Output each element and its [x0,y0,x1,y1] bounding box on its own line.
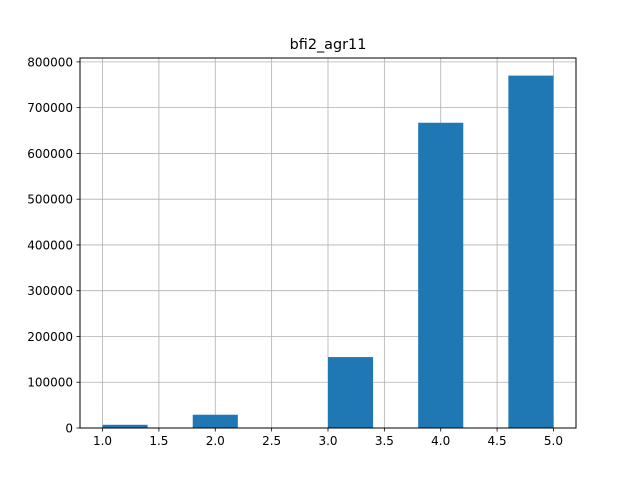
histogram-bar [418,122,464,428]
y-tick-label: 600000 [27,147,73,161]
y-tick-label: 200000 [27,330,73,344]
bars [102,75,554,428]
x-tick-label: 1.5 [149,434,168,448]
chart-title: bfi2_agr11 [290,37,367,53]
y-tick-label: 400000 [27,238,73,252]
axis-ticks: 1.0 1.5 2.0 2.5 3.0 3.5 4.0 4.5 5.0 0 100000 200000… [27,55,563,448]
histogram-bar [508,75,554,428]
x-tick-label: 5.0 [544,434,563,448]
y-tick-label: 700000 [27,101,73,115]
x-tick-label: 2.0 [206,434,225,448]
histogram-bar [192,414,238,428]
y-tick-label: 500000 [27,193,73,207]
y-tick-label: 800000 [27,55,73,69]
y-tick-label: 0 [65,422,73,436]
x-tick-label: 4.5 [488,434,507,448]
plot-frame [79,57,577,429]
y-tick-label: 300000 [27,284,73,298]
histogram-bar [328,357,374,428]
histogram-bar [102,424,148,428]
x-tick-label: 1.0 [93,434,112,448]
x-tick-label: 2.5 [262,434,281,448]
x-tick-label: 3.5 [375,434,394,448]
x-tick-label: 4.0 [431,434,450,448]
x-tick-label: 3.0 [318,434,337,448]
y-tick-label: 100000 [27,376,73,390]
